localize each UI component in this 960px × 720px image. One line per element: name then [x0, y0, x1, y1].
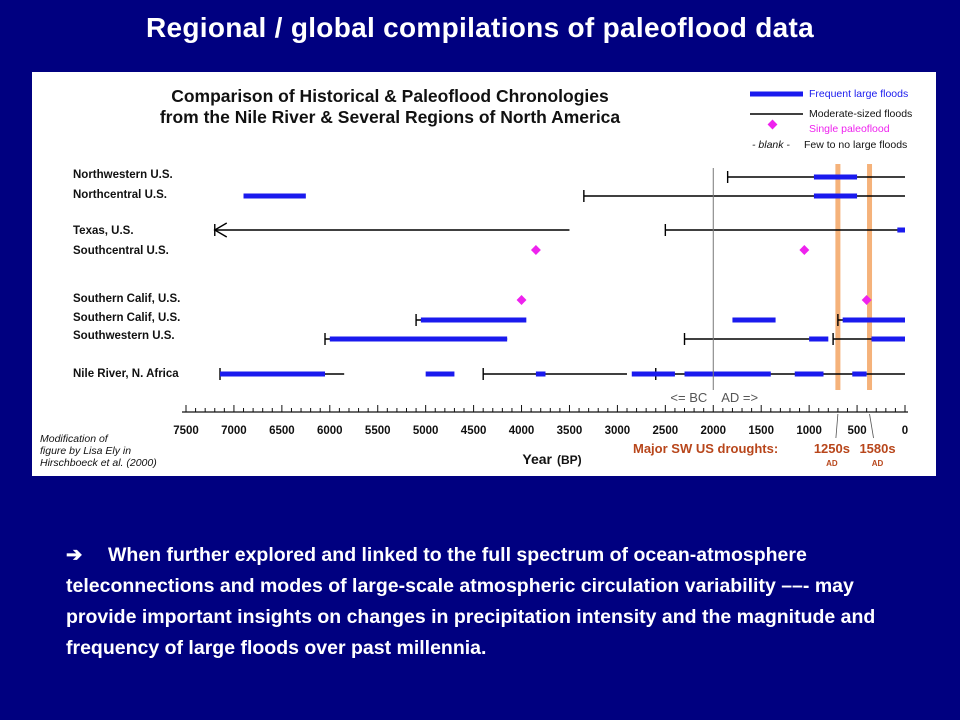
x-tick-label: 7000	[221, 425, 247, 437]
x-tick-label: 500	[847, 425, 866, 437]
x-tick-label: 4500	[461, 425, 487, 437]
x-tick-label: 5000	[413, 425, 439, 437]
credit: Modification of figure by Lisa Ely in Hi…	[40, 433, 157, 469]
moderate-flood-lines	[214, 171, 905, 380]
bullet-paragraph: ➔ When further explored and linked to the…	[66, 540, 906, 664]
row-label: Northwestern U.S.	[73, 169, 173, 181]
x-tick-label: 7500	[173, 425, 199, 437]
x-tick-label: 6000	[317, 425, 343, 437]
x-tick-label: 3500	[557, 425, 583, 437]
single-paleoflood-marker	[516, 295, 527, 305]
single-paleoflood-marker	[861, 295, 872, 305]
row-label: Southwestern U.S.	[73, 330, 175, 342]
legend: Frequent large floods Moderate-sized flo…	[750, 88, 912, 151]
x-tick-label: 6500	[269, 425, 295, 437]
drought-connector	[835, 413, 839, 439]
single-paleoflood-marker	[530, 245, 541, 255]
single-paleoflood-markers	[516, 245, 872, 305]
x-tick-label: 2500	[653, 425, 679, 437]
x-tick-label: 0	[902, 425, 908, 437]
x-axis-unit: (BP)	[557, 453, 582, 467]
drought-band	[835, 164, 841, 390]
chart-title-line1: Comparison of Historical & Paleoflood Ch…	[171, 86, 609, 106]
legend-blank-key: - blank -	[752, 139, 790, 151]
x-axis-label: Year	[522, 451, 552, 467]
drought-caption: Major SW US droughts:	[633, 441, 778, 456]
drought-year-label: 1580s	[859, 441, 895, 456]
credit-line-3: Hirschboeck et al. (2000)	[40, 457, 157, 469]
row-label: Southern Calif, U.S.	[73, 312, 180, 324]
x-tick-label: 5500	[365, 425, 391, 437]
bullet-text: When further explored and linked to the …	[66, 544, 876, 659]
drought-era-label: AD	[872, 459, 884, 468]
arrows	[213, 222, 228, 238]
row-label: Southcentral U.S.	[73, 245, 169, 257]
chart-title-line2: from the Nile River & Several Regions of…	[160, 107, 621, 127]
row-labels: Northwestern U.S. Northcentral U.S. Texas,…	[73, 169, 180, 380]
row-label: Northcentral U.S.	[73, 189, 167, 201]
row-label: Nile River, N. Africa	[73, 368, 179, 380]
credit-line-1: Modification of	[40, 433, 109, 445]
frequent-flood-bars	[220, 174, 905, 377]
x-axis: 7500 7000 6500 6000 5500 5000 4500 4000 3500 3000…	[173, 405, 908, 437]
credit-line-2: figure by Lisa Ely in	[40, 445, 131, 457]
x-tick-label: 1500	[748, 425, 774, 437]
single-paleoflood-marker	[799, 245, 810, 255]
legend-moderate-label: Moderate-sized floods	[809, 108, 912, 120]
drought-band	[867, 164, 873, 390]
legend-blank-label: Few to no large floods	[804, 139, 907, 151]
row-label: Texas, U.S.	[73, 225, 134, 237]
drought-labels: 1250s AD 1580s AD	[814, 413, 896, 468]
legend-frequent-label: Frequent large floods	[809, 88, 908, 100]
drought-bands	[835, 164, 873, 390]
slide-title: Regional / global compilations of paleof…	[145, 12, 815, 43]
era-left-label: <= BC	[670, 390, 707, 405]
era-right-label: AD =>	[721, 390, 758, 405]
x-tick-label: 1000	[796, 425, 822, 437]
drought-year-label: 1250s	[814, 441, 850, 456]
row-label: Southern Calif, U.S.	[73, 293, 180, 305]
bullet-arrow-icon: ➔	[66, 544, 83, 566]
x-tick-label: 4000	[509, 425, 535, 437]
paleoflood-chart: Comparison of Historical & Paleoflood Ch…	[40, 86, 912, 469]
drought-connector	[869, 413, 874, 439]
left-arrow-icon	[213, 222, 228, 238]
x-tick-label: 3000	[605, 425, 631, 437]
x-tick-label: 2000	[700, 425, 726, 437]
legend-single-swatch	[767, 119, 778, 130]
legend-single-label: Single paleoflood	[809, 123, 890, 135]
drought-era-label: AD	[826, 459, 838, 468]
chart-panel: Comparison of Historical & Paleoflood Ch…	[32, 72, 936, 476]
